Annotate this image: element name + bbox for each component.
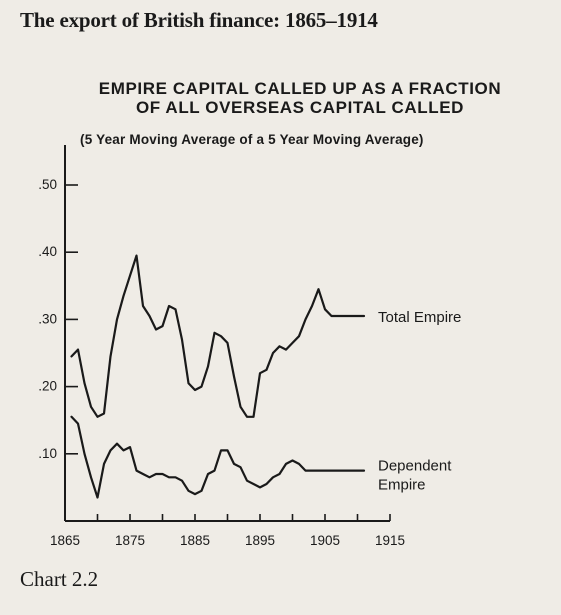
chart-subtitle: (5 Year Moving Average of a 5 Year Movin… xyxy=(80,132,424,147)
x-tick-label: 1875 xyxy=(115,533,145,548)
x-tick-label: 1865 xyxy=(50,533,80,548)
y-tick-label: .40 xyxy=(38,244,57,259)
y-tick-label: .50 xyxy=(38,177,57,192)
series-line-dependent-empire xyxy=(70,415,366,499)
x-tick-label: 1915 xyxy=(375,533,405,548)
series-line-total-empire xyxy=(70,254,366,418)
x-tick-label: 1905 xyxy=(310,533,340,548)
y-tick-label: .10 xyxy=(38,446,57,461)
series-label: Dependent xyxy=(378,458,452,475)
series-label: Empire xyxy=(378,477,426,494)
y-tick-label: .20 xyxy=(38,379,57,394)
chart-caption: Chart 2.2 xyxy=(20,567,99,591)
y-tick-label: .30 xyxy=(38,311,57,326)
x-tick-label: 1895 xyxy=(245,533,275,548)
book-header: The export of British finance: 1865–1914 xyxy=(20,8,378,32)
series-label: Total Empire xyxy=(378,309,461,326)
chart-title-line-1: EMPIRE CAPITAL CALLED UP AS A FRACTION xyxy=(98,79,502,98)
x-tick-label: 1885 xyxy=(180,533,210,548)
chart-title-line-2: OF ALL OVERSEAS CAPITAL CALLED xyxy=(135,98,465,117)
